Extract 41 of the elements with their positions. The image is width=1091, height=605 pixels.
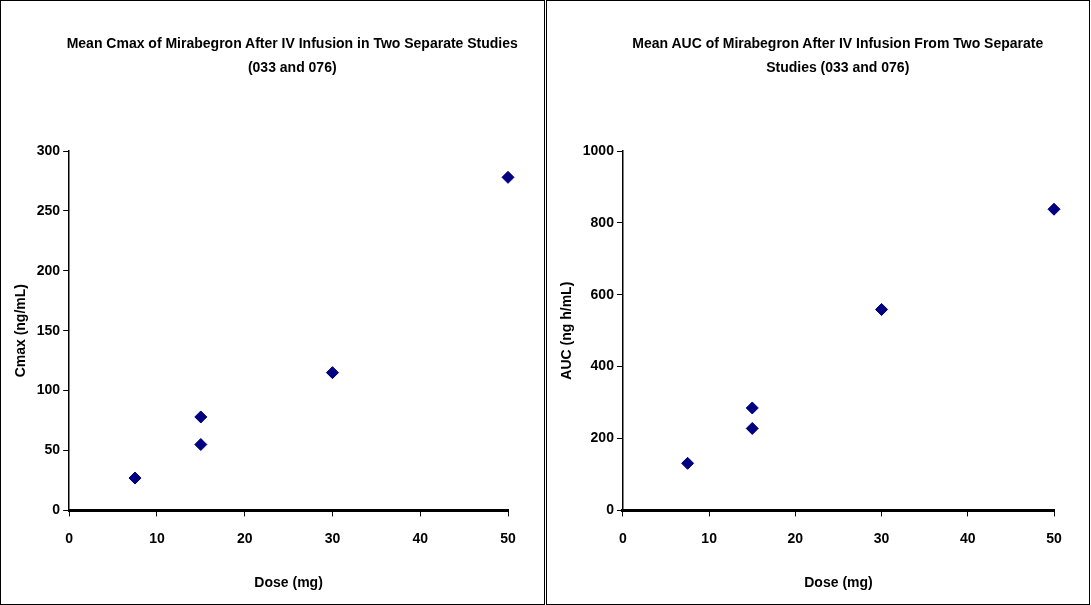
x-tick-label: 10 — [149, 529, 165, 546]
y-tick-label: 800 — [590, 213, 614, 230]
point — [194, 438, 208, 452]
y-tick-label: 150 — [36, 321, 61, 338]
y-tick-label: 300 — [36, 141, 61, 158]
y-tick-label: 100 — [36, 381, 61, 398]
y-tick-label: 200 — [590, 429, 614, 446]
y-tick-label: 250 — [36, 201, 61, 218]
point — [680, 456, 694, 470]
point — [874, 303, 888, 316]
x-tick-label: 30 — [873, 529, 890, 546]
x-axis-title: Dose (mg) — [254, 574, 323, 591]
x-tick-label: 0 — [65, 529, 74, 546]
x-tick-label: 20 — [787, 529, 803, 546]
y-tick-label: 50 — [44, 441, 61, 458]
chart-title: Mean Cmax of Mirabegron After IV Infusion in Two Separate Studies (033 and 076) — [65, 34, 519, 77]
y-tick-label: 600 — [590, 285, 614, 302]
x-tick-label: 30 — [324, 529, 341, 546]
x-tick-label: 50 — [500, 529, 516, 546]
point — [194, 410, 208, 424]
y-tick-label: 0 — [605, 501, 614, 518]
y-tick-label: 1000 — [582, 141, 614, 158]
point — [745, 421, 759, 435]
x-tick-label: 40 — [959, 529, 976, 546]
y-axis-title: AUC (ng h/mL) — [557, 281, 574, 380]
point — [1047, 202, 1060, 216]
y-tick-label: 200 — [36, 261, 61, 278]
x-tick-label: 40 — [412, 529, 429, 546]
x-tick-label: 20 — [236, 529, 253, 546]
point — [501, 170, 515, 184]
y-axis-title: Cmax (ng/mL) — [12, 284, 29, 378]
point — [745, 401, 759, 415]
x-tick-label: 50 — [1045, 529, 1062, 546]
x-tick-label: 10 — [700, 529, 717, 546]
point — [325, 366, 339, 380]
x-tick-label: 0 — [618, 529, 627, 546]
x-axis-title: Dose (mg) — [803, 574, 873, 591]
chart-title: Mean AUC of Mirabegron After IV Infusion From Two Separate Studies (033 and 076) — [631, 34, 1045, 77]
y-tick-label: 400 — [590, 357, 614, 374]
point — [128, 471, 142, 485]
y-tick-label: 0 — [52, 501, 61, 518]
